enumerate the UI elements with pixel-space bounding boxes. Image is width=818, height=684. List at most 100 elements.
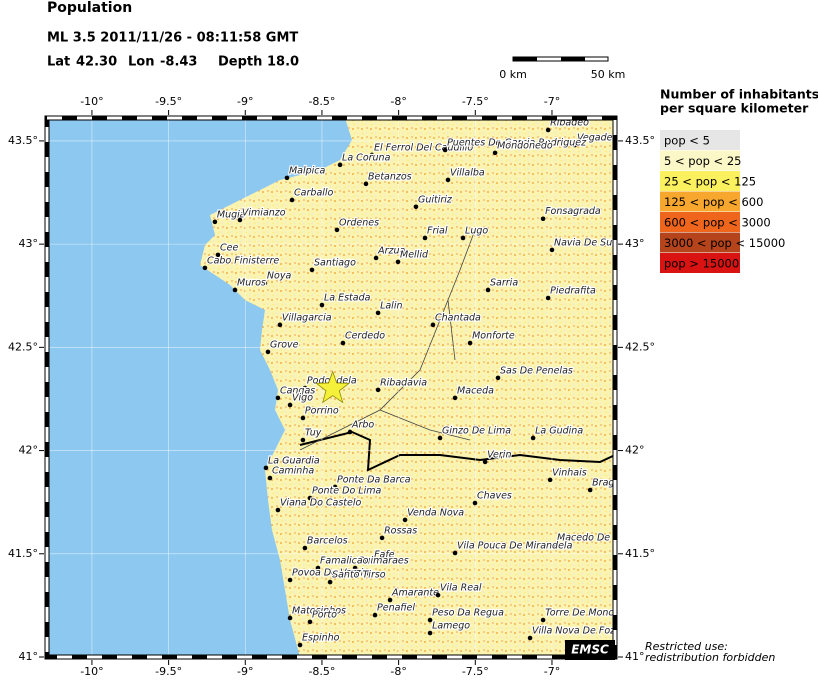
- town-label: Fonsagrada: [545, 206, 601, 217]
- town-dot: [472, 500, 478, 506]
- town-label: Venda Nova: [407, 507, 464, 518]
- town-dot: [467, 340, 473, 346]
- town-dot: [540, 216, 546, 222]
- town-label: Frial: [427, 225, 448, 236]
- town-label: Torre De Moncorvo: [545, 608, 635, 619]
- town-label: Rossas: [384, 525, 417, 536]
- town-dot: [587, 487, 593, 493]
- town-dot: [300, 437, 306, 443]
- town-label: Cangas: [280, 385, 315, 396]
- footer-line: redistribution forbidden: [645, 651, 775, 664]
- town-label: Arzua: [377, 245, 405, 256]
- town-dot: [232, 287, 238, 293]
- town-dot: [460, 235, 466, 241]
- y-tick-label: 43.5°: [8, 134, 38, 147]
- logo: EMSC: [571, 643, 609, 657]
- legend-label: pop < 5: [664, 134, 710, 148]
- town-dot: [275, 395, 281, 401]
- town-dot: [482, 459, 488, 465]
- legend-swatch: [660, 212, 740, 232]
- x-tick-label: -7.5°: [462, 665, 489, 678]
- event-info: ML 3.5 2011/11/26 - 08:11:58 GMT: [47, 31, 298, 46]
- town-label: La Guardia: [268, 455, 320, 466]
- town-label: Monforte: [472, 331, 515, 342]
- legend-swatch: [660, 171, 740, 191]
- town-label: Macedo De Cavaleiros: [557, 532, 663, 543]
- town-dot: [427, 630, 433, 636]
- town-dot: [527, 635, 533, 641]
- town-label: Grove: [270, 339, 299, 350]
- town-dot: [435, 592, 441, 598]
- x-tick-label: -8.5°: [308, 665, 335, 678]
- town-label: Ginzo De Lima: [442, 425, 511, 436]
- lon-label: Lon: [128, 55, 154, 70]
- legend-label: pop > 15000: [664, 257, 739, 271]
- town-dot: [302, 545, 308, 551]
- town-dot: [319, 302, 325, 308]
- town-label: Carballo: [294, 187, 333, 198]
- town-dot: [445, 177, 451, 183]
- river: [299, 229, 476, 451]
- town-label: Caminha: [272, 466, 314, 477]
- town-label: Guimaraes: [357, 556, 409, 567]
- town-dot: [547, 477, 553, 483]
- town-label: Ribadavia: [380, 377, 427, 388]
- frame-checks: [45, 116, 617, 659]
- town-label: Viana Do Castelo: [280, 498, 362, 509]
- footer-line: Restricted use:: [645, 640, 728, 653]
- town-label: Chantada: [435, 312, 481, 323]
- town-label: Mellid: [400, 249, 429, 260]
- town-label: Braganca: [592, 477, 637, 488]
- town-dot: [284, 175, 290, 181]
- legend-label: 3000 < pop < 15000: [664, 236, 785, 250]
- y-tick-label: 41.5°: [625, 547, 655, 560]
- town-dot: [545, 127, 551, 133]
- town-dot: [307, 619, 313, 625]
- town-dot: [287, 577, 293, 583]
- y-tick-label: 43°: [19, 237, 39, 250]
- lon-value: -8.43: [160, 55, 197, 70]
- town-dot: [289, 197, 295, 203]
- town-label: Peso Da Regua: [432, 608, 504, 619]
- town-dot: [413, 204, 419, 210]
- scale-start: 0 km: [499, 68, 527, 81]
- y-tick-label: 42°: [625, 444, 645, 457]
- town-dot: [212, 219, 218, 225]
- town-dot: [530, 435, 536, 441]
- town-dot: [215, 252, 221, 258]
- town-dot: [572, 142, 578, 148]
- town-dot: [430, 322, 436, 328]
- town-dot: [265, 349, 271, 355]
- x-tick-label: -9°: [237, 95, 253, 108]
- map-area: Ribadeo Vegadeo El Ferrol Del CaudilloPuen…: [47, 118, 663, 657]
- town-dot: [369, 152, 375, 158]
- town-dot: [287, 615, 293, 621]
- town-dot: [363, 181, 369, 187]
- town-label: Povoa De Varzim: [292, 568, 373, 579]
- town-label: Guitiriz: [418, 194, 453, 205]
- town-label: Sas De Penelas: [500, 365, 573, 376]
- town-label: Famalicao: [320, 556, 369, 567]
- town-label: Vigo: [292, 392, 313, 403]
- town-dot: [202, 265, 208, 271]
- town-label: Santo Tirso: [332, 570, 386, 581]
- town-label: Vegadeo: [577, 133, 619, 144]
- town-label: La Estada: [324, 293, 371, 304]
- x-tick-label: -8°: [390, 665, 406, 678]
- town-dot: [369, 559, 375, 565]
- town-dot: [452, 395, 458, 401]
- town-dot: [452, 550, 458, 556]
- town-label: Ordenes: [339, 217, 379, 228]
- town-dot: [277, 322, 283, 328]
- depth-value: 18.0: [267, 55, 299, 70]
- x-tick-label: -9.5°: [155, 95, 182, 108]
- town-label: Penafiel: [377, 603, 415, 614]
- town-label: Cabo Finisterre: [207, 255, 279, 266]
- legend-swatch: [660, 232, 740, 253]
- y-tick-label: 41°: [19, 650, 39, 663]
- town-label: Vimianzo: [242, 207, 286, 218]
- town-label: Ponte Do Lima: [312, 486, 381, 497]
- town-dot: [437, 435, 443, 441]
- town-label: Maceda: [457, 385, 494, 396]
